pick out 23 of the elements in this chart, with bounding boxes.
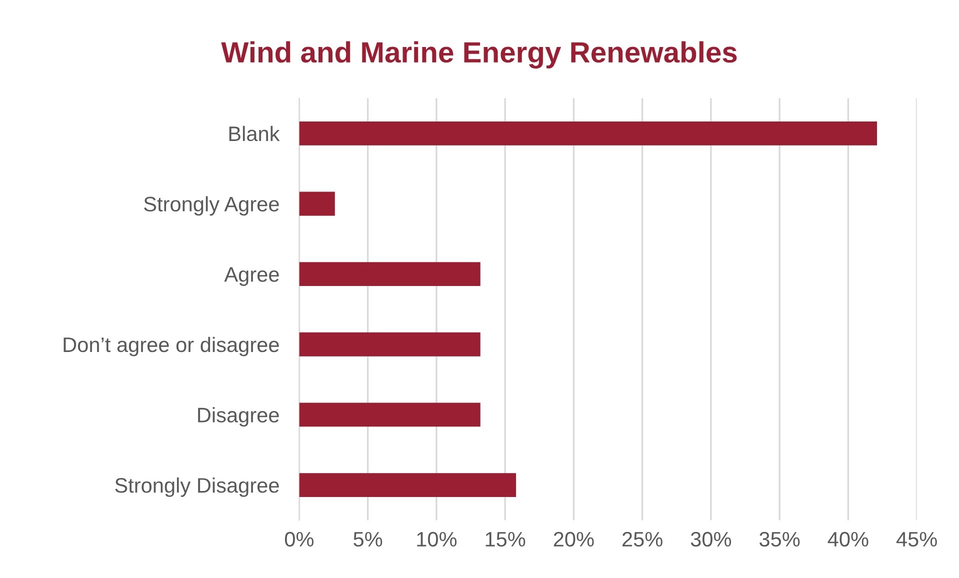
x-tick-label: 5% xyxy=(354,532,382,547)
bar xyxy=(299,262,480,286)
x-tick-label: 0% xyxy=(284,532,314,547)
y-tick-label: Strongly Disagree xyxy=(115,477,279,497)
bar xyxy=(299,402,480,427)
x-tick-label: 15% xyxy=(486,532,526,547)
bar xyxy=(299,332,480,356)
y-tick-label: Blank xyxy=(229,126,280,142)
y-tick-label: Don’t agree or disagree xyxy=(64,336,279,356)
x-tick-label: 40% xyxy=(828,532,868,547)
x-tick-label: 30% xyxy=(690,532,732,547)
x-tick-label: 35% xyxy=(760,532,800,547)
y-tick-label: Strongly Agree xyxy=(144,196,279,216)
y-tick-label: Disagree xyxy=(198,407,279,427)
bar xyxy=(299,192,335,216)
y-tick-label: Agree xyxy=(224,267,279,286)
x-tick-label: 25% xyxy=(622,532,662,547)
chart-title: Wind and Marine Energy Renewables xyxy=(221,41,737,69)
x-tick-label: 10% xyxy=(417,532,457,547)
bar xyxy=(299,473,516,497)
x-tick-label: 20% xyxy=(554,532,594,547)
x-tick-label: 45% xyxy=(896,532,937,547)
bar xyxy=(299,121,878,146)
